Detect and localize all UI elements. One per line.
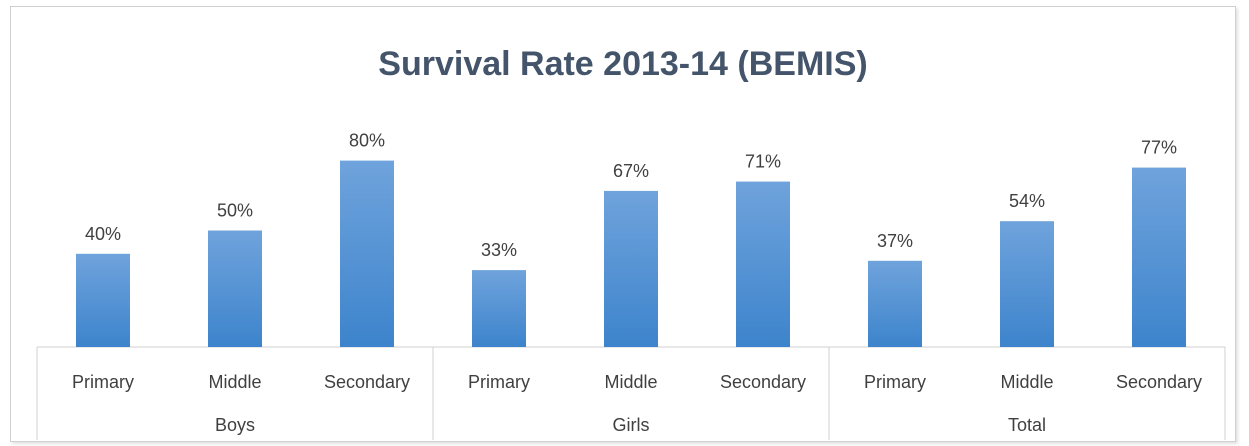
data-label: 71% [745,152,781,172]
data-label: 77% [1141,138,1177,158]
data-label: 80% [349,131,385,151]
bar [604,190,658,347]
data-label: 50% [217,201,253,221]
group-tick-label: Boys [215,415,255,435]
chart-title: Survival Rate 2013-14 (BEMIS) [378,45,868,83]
category-tick-label: Secondary [324,372,410,392]
bar [868,260,922,347]
bar [736,181,790,347]
data-label: 54% [1009,191,1045,211]
bar [1132,167,1186,347]
group-tick-label: Total [1008,415,1046,435]
category-tick-label: Secondary [1116,372,1202,392]
bar [208,230,262,347]
data-label: 33% [481,240,517,260]
category-tick-label: Middle [604,372,657,392]
bar [76,253,130,347]
data-label: 67% [613,161,649,181]
category-tick-label: Primary [72,372,134,392]
data-label: 37% [877,231,913,251]
bar [472,270,526,347]
category-tick-label: Primary [864,372,926,392]
bar [340,160,394,347]
bar [1000,221,1054,347]
category-tick-label: Middle [1000,372,1053,392]
category-tick-label: Primary [468,372,530,392]
category-tick-label: Secondary [720,372,806,392]
category-tick-label: Middle [208,372,261,392]
group-tick-label: Girls [613,415,650,435]
data-label: 40% [85,224,121,244]
